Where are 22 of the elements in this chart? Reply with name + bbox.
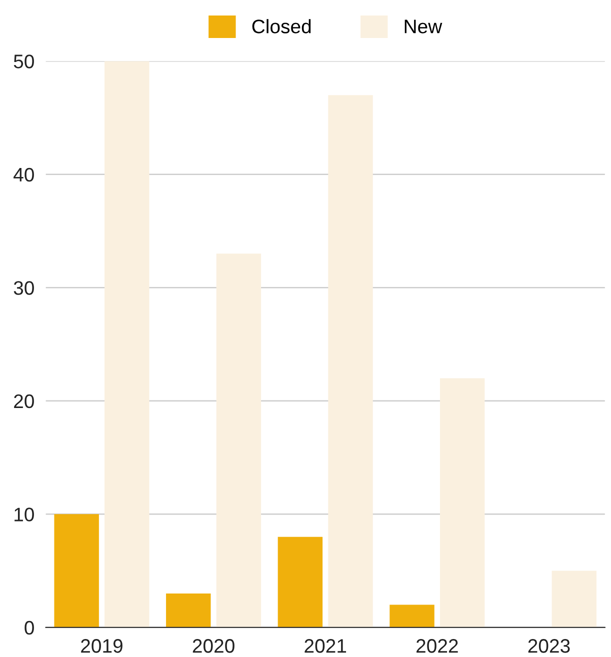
bar (166, 593, 211, 628)
bar (104, 61, 150, 628)
bar (552, 570, 597, 628)
y-tick-label: 20 (14, 394, 34, 408)
legend-label: Closed (252, 19, 311, 34)
y-tick-label: 0 (24, 620, 34, 635)
bar (440, 378, 485, 628)
bar (390, 604, 434, 628)
x-tick-label: 2019 (81, 639, 122, 653)
x-tick-label: 2023 (528, 639, 570, 653)
bar (278, 536, 323, 628)
x-tick-label: 2020 (192, 639, 234, 653)
y-tick-label: 10 (14, 508, 34, 522)
y-tick-label: 30 (14, 281, 34, 295)
x-tick-label: 2022 (416, 639, 458, 653)
y-tick-label: 50 (14, 54, 34, 68)
y-tick-label: 40 (14, 168, 34, 182)
bar (216, 254, 262, 628)
x-tick-label: 2021 (304, 639, 346, 653)
bar (328, 95, 373, 628)
legend-label: New (404, 20, 442, 34)
bar (54, 514, 99, 628)
